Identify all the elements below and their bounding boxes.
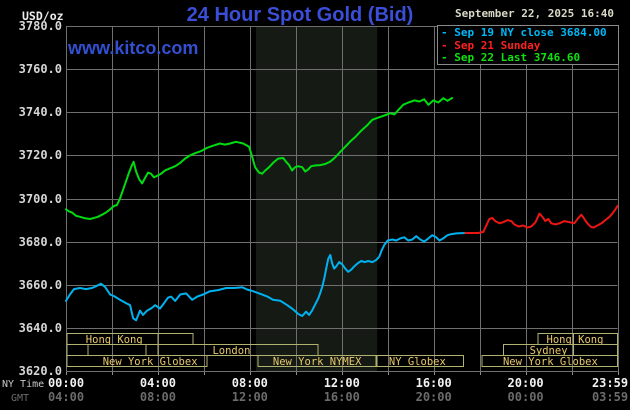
session-label: Hong Kong (547, 334, 604, 346)
session-label: London (212, 345, 250, 357)
legend-entry: - Sep 21 Sunday (441, 38, 541, 52)
ny-time-tick-label: 16:00 (415, 376, 452, 390)
ny-time-tick-label: 23:59 (591, 376, 629, 390)
session-box (257, 355, 377, 367)
session-label: Hong Kong (86, 334, 143, 346)
gmt-time-tick-label: 04:00 (47, 390, 85, 404)
session-label: New York Globex (503, 356, 598, 368)
legend-entry: - Sep 19 NY close 3684.00 (441, 26, 607, 39)
legend-box: - Sep 19 NY close 3684.00- Sep 21 Sunday… (437, 25, 619, 65)
y-tick-label: 3680.0 (18, 234, 62, 249)
y-tick-label: 3620.0 (18, 364, 62, 378)
session-box (481, 355, 618, 367)
ny-time-tick-label: 20:00 (507, 376, 544, 390)
page-title: 24 Hour Spot Gold (Bid) (186, 4, 414, 26)
y-tick-label: 3700.0 (18, 191, 62, 206)
session-label: New York Globex (103, 356, 198, 368)
session-box (66, 355, 208, 367)
session-box (157, 333, 194, 345)
unit-label: USD/oz (22, 9, 64, 23)
ny-time-tick-label: 04:00 (139, 376, 176, 390)
y-tick-label: 3740.0 (18, 105, 62, 120)
datetime-label: September 22, 2025 16:40 (455, 7, 614, 20)
gmt-time-tick-label: 08:00 (139, 390, 176, 404)
legend-entry: - Sep 22 Last 3746.60 (441, 51, 581, 64)
y-tick-label: 3780.0 (18, 19, 62, 33)
session-box (87, 344, 147, 356)
ny-time-tick-label: 12:00 (323, 376, 360, 390)
price-line-sep21 (464, 205, 619, 234)
session-label: New York NYMEX (273, 356, 362, 368)
nymex-session-band (256, 26, 378, 371)
session-box (376, 355, 464, 367)
session-box (66, 344, 89, 356)
gmt-time-tick-label: 20:00 (415, 390, 452, 404)
price-line-sep19 (65, 232, 467, 322)
session-box (572, 344, 619, 356)
session-label: Sydney (530, 345, 568, 357)
session-label: NY Globex (389, 356, 446, 368)
y-tick-label: 3760.0 (18, 62, 62, 77)
y-tick-label: 3660.0 (18, 277, 62, 292)
gmt-axis-label: GMT (11, 393, 30, 404)
y-tick-label: 3640.0 (18, 320, 62, 335)
ny-time-axis-label: NY Time (2, 379, 45, 390)
gmt-time-tick-label: 03:59 (591, 390, 629, 404)
ny-time-tick-label: 08:00 (231, 376, 268, 390)
gmt-time-tick-label: 16:00 (323, 390, 360, 404)
gmt-time-tick-label: 00:00 (507, 390, 544, 404)
gmt-time-tick-label: 12:00 (231, 390, 268, 404)
price-line-sep22 (65, 97, 454, 220)
y-tick-label: 3720.0 (18, 148, 62, 163)
session-box (157, 344, 319, 356)
ny-time-tick-label: 00:00 (47, 376, 85, 390)
kitco-watermark-link[interactable]: www.kitco.com (68, 38, 199, 58)
